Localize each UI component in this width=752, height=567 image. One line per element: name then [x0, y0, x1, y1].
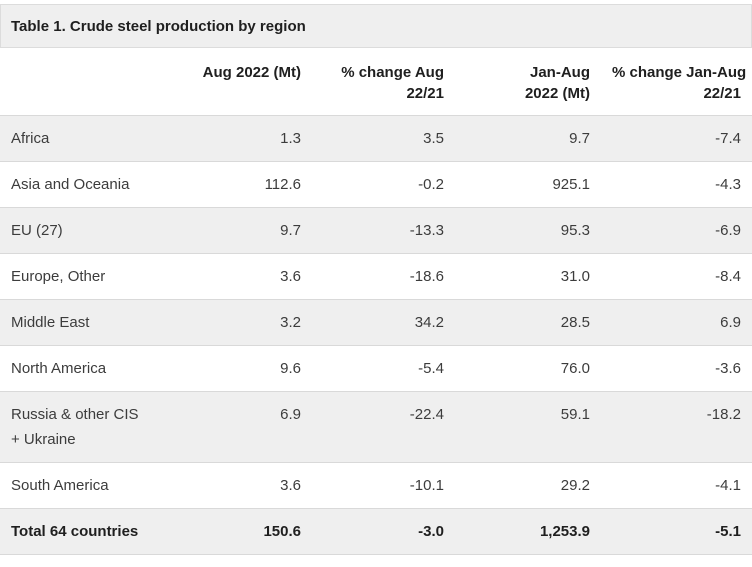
header-aug-2022: Aug 2022 (Mt)	[190, 48, 312, 116]
value-cell-pct-change-jan-aug: -8.4	[601, 253, 752, 300]
value-cell-aug-2022: 9.7	[190, 207, 312, 254]
value-cell-pct-change-jan-aug: 6.9	[601, 299, 752, 346]
value-cell-jan-aug-2022: 76.0	[455, 345, 601, 392]
value-cell-pct-change-jan-aug: -18.2	[601, 391, 752, 463]
table-row: EU (27) 9.7 -13.3 95.3 -6.9	[0, 207, 752, 254]
value-cell-jan-aug-2022: 29.2	[455, 462, 601, 509]
header-pct-change-jan-aug-line1: % change Jan-Aug	[612, 64, 747, 81]
value-cell-aug-2022: 3.2	[190, 299, 312, 346]
region-label-line: Africa	[11, 130, 50, 147]
value-cell-pct-change-jan-aug: -3.6	[601, 345, 752, 392]
region-label-line: North America	[11, 360, 107, 377]
header-row: Aug 2022 (Mt) % change Aug 22/21 Jan-Aug…	[0, 48, 752, 116]
table-row: South America 3.6 -10.1 29.2 -4.1	[0, 462, 752, 509]
region-label-line: + Ukraine	[11, 431, 76, 448]
table-row: Asia and Oceania 112.6 -0.2 925.1 -4.3	[0, 161, 752, 208]
region-cell: Russia & other CIS + Ukraine	[0, 391, 190, 463]
value-cell-pct-change-aug: -22.4	[312, 391, 455, 463]
header-pct-change-aug-line1: % change Aug	[341, 64, 444, 81]
value-cell-jan-aug-2022: 9.7	[455, 115, 601, 162]
header-region	[0, 48, 190, 116]
region-label-line: Asia and Oceania	[11, 176, 130, 193]
value-cell-pct-change-aug: -10.1	[312, 462, 455, 509]
value-cell-pct-change-jan-aug: -6.9	[601, 207, 752, 254]
region-cell: EU (27)	[0, 207, 190, 254]
table-row: Russia & other CIS + Ukraine 6.9 -22.4 59…	[0, 391, 752, 463]
table-title-bar: Table 1. Crude steel production by regio…	[0, 4, 752, 48]
value-cell-pct-change-aug: -18.6	[312, 253, 455, 300]
value-cell-pct-change-aug: 3.5	[312, 115, 455, 162]
header-aug-2022-line1: Aug 2022 (Mt)	[202, 64, 301, 81]
value-cell-jan-aug-2022: 59.1	[455, 391, 601, 463]
value-cell-jan-aug-2022: 28.5	[455, 299, 601, 346]
crude-steel-production-table: Aug 2022 (Mt) % change Aug 22/21 Jan-Aug…	[0, 48, 752, 555]
region-label-line: Europe, Other	[11, 268, 106, 285]
value-cell-aug-2022: 3.6	[190, 462, 312, 509]
value-cell-jan-aug-2022: 95.3	[455, 207, 601, 254]
total-value-pct-change-jan-aug: -5.1	[601, 508, 752, 555]
region-cell: Asia and Oceania	[0, 161, 190, 208]
total-row: Total 64 countries 150.6 -3.0 1,253.9 -5…	[0, 508, 752, 555]
table-row: North America 9.6 -5.4 76.0 -3.6	[0, 345, 752, 392]
value-cell-pct-change-jan-aug: -7.4	[601, 115, 752, 162]
value-cell-pct-change-aug: 34.2	[312, 299, 455, 346]
value-cell-aug-2022: 6.9	[190, 391, 312, 463]
region-label-line: EU (27)	[11, 222, 63, 239]
value-cell-pct-change-jan-aug: -4.1	[601, 462, 752, 509]
region-label-line: South America	[11, 477, 109, 494]
header-jan-aug-2022-line1: Jan-Aug	[530, 64, 590, 81]
total-value-aug-2022: 150.6	[190, 508, 312, 555]
header-pct-change-aug: % change Aug 22/21	[312, 48, 455, 116]
region-label-line: Russia & other CIS	[11, 406, 139, 423]
value-cell-aug-2022: 3.6	[190, 253, 312, 300]
header-pct-change-aug-line2: 22/21	[406, 85, 444, 102]
header-jan-aug-2022: Jan-Aug 2022 (Mt)	[455, 48, 601, 116]
region-label-line: Middle East	[11, 314, 90, 331]
value-cell-aug-2022: 1.3	[190, 115, 312, 162]
table-row: Europe, Other 3.6 -18.6 31.0 -8.4	[0, 253, 752, 300]
header-jan-aug-2022-line2: 2022 (Mt)	[524, 85, 590, 102]
region-cell: Europe, Other	[0, 253, 190, 300]
value-cell-pct-change-aug: -0.2	[312, 161, 455, 208]
table-body: Africa 1.3 3.5 9.7 -7.4 Asia and Oceania…	[0, 115, 752, 509]
value-cell-jan-aug-2022: 31.0	[455, 253, 601, 300]
region-cell: North America	[0, 345, 190, 392]
table-row: Africa 1.3 3.5 9.7 -7.4	[0, 115, 752, 162]
region-cell: Middle East	[0, 299, 190, 346]
table-row: Middle East 3.2 34.2 28.5 6.9	[0, 299, 752, 346]
header-pct-change-jan-aug-line2: 22/21	[703, 85, 741, 102]
value-cell-aug-2022: 112.6	[190, 161, 312, 208]
total-value-jan-aug-2022: 1,253.9	[455, 508, 601, 555]
value-cell-pct-change-jan-aug: -4.3	[601, 161, 752, 208]
total-value-pct-change-aug: -3.0	[312, 508, 455, 555]
value-cell-aug-2022: 9.6	[190, 345, 312, 392]
value-cell-pct-change-aug: -5.4	[312, 345, 455, 392]
total-row-label: Total 64 countries	[0, 508, 190, 555]
header-pct-change-jan-aug: % change Jan-Aug 22/21	[601, 48, 752, 116]
value-cell-pct-change-aug: -13.3	[312, 207, 455, 254]
value-cell-jan-aug-2022: 925.1	[455, 161, 601, 208]
region-cell: South America	[0, 462, 190, 509]
table-title: Table 1. Crude steel production by regio…	[11, 17, 306, 35]
region-cell: Africa	[0, 115, 190, 162]
